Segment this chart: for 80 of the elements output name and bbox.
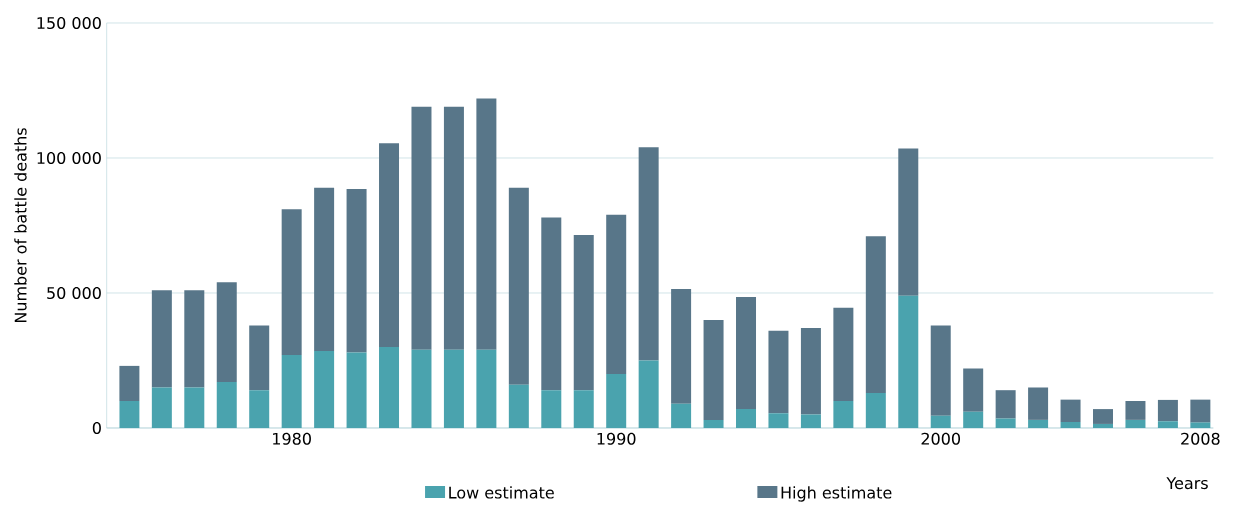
bar [443, 106, 464, 350]
bar [736, 297, 757, 410]
x-tick-label: 2000 [921, 432, 961, 445]
bar [930, 415, 951, 428]
bar [346, 352, 367, 428]
bar [1028, 419, 1049, 428]
bar [638, 360, 659, 428]
y-tick-label: 150 000 [37, 16, 101, 30]
x-tick-label: 1990 [597, 432, 636, 445]
bar [541, 390, 562, 428]
bar [281, 209, 302, 356]
bar [1125, 400, 1146, 420]
bar [800, 414, 821, 428]
bar [703, 319, 724, 420]
bar [930, 325, 951, 416]
bar [476, 98, 497, 350]
bar [1157, 399, 1178, 422]
bar [508, 187, 529, 385]
y-tick-label: 50 000 [47, 286, 101, 300]
y-axis-title: Number of battle deaths [14, 128, 27, 323]
bar [865, 236, 886, 393]
bar [281, 355, 302, 428]
x-tick-label: 1980 [273, 432, 311, 445]
bar [216, 282, 237, 383]
bar [184, 290, 205, 388]
bar [865, 392, 886, 428]
bar [119, 400, 140, 428]
bar [1190, 399, 1211, 423]
bar [443, 349, 464, 428]
bar [736, 409, 757, 428]
y-tick-label: 100 000 [37, 151, 101, 165]
bar [606, 373, 627, 428]
x-tick-label: 2008 [1181, 432, 1220, 445]
bar [963, 411, 984, 428]
bar [216, 382, 237, 428]
bar [119, 365, 140, 401]
bar [768, 330, 789, 414]
bar [249, 390, 270, 428]
bar [606, 214, 627, 374]
bar [898, 148, 919, 296]
bar [963, 368, 984, 412]
bar [249, 325, 270, 391]
bar [346, 189, 367, 353]
x-axis-title: Years [1166, 477, 1208, 490]
bar [541, 217, 562, 391]
bar [1157, 421, 1178, 428]
bar [1060, 422, 1081, 428]
bar [151, 387, 172, 428]
bar [995, 418, 1016, 428]
bar [1125, 419, 1146, 428]
bar [800, 328, 821, 415]
bar [638, 147, 659, 361]
bar [1028, 387, 1049, 420]
bar [379, 346, 400, 428]
bar [1093, 423, 1113, 428]
bar [768, 413, 789, 428]
legend-label: High estimate [781, 486, 892, 502]
bar [573, 390, 594, 428]
bar [508, 384, 529, 428]
y-tick-label: 0 [92, 421, 101, 435]
bar [184, 387, 205, 428]
bar [703, 419, 724, 428]
bar [151, 290, 172, 388]
bar [995, 390, 1016, 419]
legend-label: Low estimate [449, 486, 554, 499]
bar [671, 403, 692, 428]
bar [1190, 422, 1211, 428]
bar [411, 349, 432, 428]
bar [573, 234, 594, 391]
bar [379, 143, 400, 347]
bar [314, 351, 335, 428]
bar [898, 295, 919, 428]
bar [833, 400, 854, 428]
bar [1060, 399, 1081, 423]
bar [671, 288, 692, 404]
bar [314, 187, 335, 352]
bar [411, 106, 432, 350]
bar [476, 349, 497, 428]
bar [1093, 409, 1113, 424]
bar [833, 307, 854, 401]
